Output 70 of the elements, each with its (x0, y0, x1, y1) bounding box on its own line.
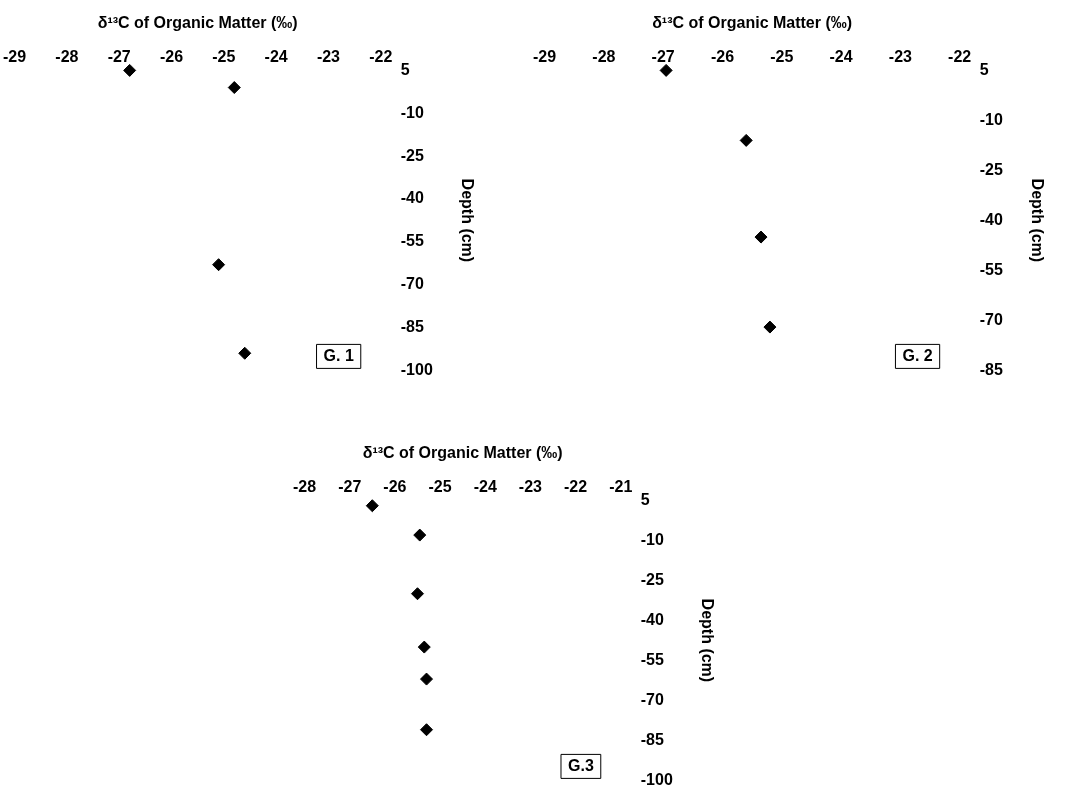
x-tick-label: -27 (651, 48, 675, 66)
y-axis-title: Depth (cm) (1028, 178, 1046, 263)
x-tick-label: -27 (107, 48, 131, 66)
x-tick-label: -26 (383, 478, 407, 496)
y-tick-label: -70 (400, 275, 424, 293)
y-tick-label: -25 (979, 160, 1003, 178)
x-axis-title: δ¹³C of Organic Matter (‰) (97, 14, 298, 32)
x-tick-label: -27 (338, 478, 362, 496)
point (212, 258, 226, 272)
y-tick-label: -10 (979, 110, 1003, 128)
point (123, 63, 137, 77)
x-tick-label: -28 (55, 48, 79, 66)
x-tick-label: -23 (518, 478, 543, 496)
point (763, 320, 777, 334)
point (238, 346, 252, 360)
y-tick-label: 5 (640, 490, 650, 508)
y-tick-label: -40 (640, 610, 664, 628)
y-axis-title: Depth (cm) (458, 178, 476, 263)
y-tick-label: -40 (979, 210, 1003, 228)
x-tick-label: -25 (428, 478, 452, 496)
x-tick-label: -25 (770, 48, 794, 66)
point (365, 499, 379, 513)
x-tick-label: -28 (293, 478, 317, 496)
x-tick-label: -22 (369, 48, 393, 66)
y-tick-label: -85 (640, 730, 664, 748)
y-tick-label: -55 (640, 650, 664, 668)
point (420, 672, 434, 686)
x-tick-label: -29 (3, 48, 27, 66)
y-tick-label: -25 (640, 570, 664, 588)
y-tick-label: -70 (640, 690, 664, 708)
y-tick-label: -55 (400, 232, 424, 250)
y-tick-label: 5 (400, 60, 410, 78)
y-tick-label: -100 (640, 770, 673, 788)
point (417, 640, 431, 654)
y-tick-label: -10 (640, 530, 664, 548)
y-tick-label: -10 (400, 103, 424, 121)
x-axis-title: δ¹³C of Organic Matter (‰) (652, 14, 853, 32)
point (754, 230, 768, 244)
annotation: G. 2 (902, 346, 933, 364)
point (420, 723, 434, 737)
annotation: G. 1 (323, 346, 354, 364)
x-axis-title: δ¹³C of Organic Matter (‰) (362, 444, 563, 462)
y-axis-title: Depth (cm) (698, 598, 716, 683)
x-tick-label: -28 (592, 48, 616, 66)
point (659, 63, 673, 77)
y-tick-label: -40 (400, 189, 424, 207)
x-tick-label: -24 (473, 478, 497, 496)
x-tick-label: -23 (888, 48, 913, 66)
x-tick-label: -22 (564, 478, 588, 496)
x-tick-label: -25 (212, 48, 236, 66)
point (411, 587, 424, 601)
point (227, 81, 241, 95)
y-tick-label: -85 (979, 360, 1003, 378)
point (413, 528, 427, 542)
x-tick-label: -22 (948, 48, 972, 66)
annotation: G.3 (567, 756, 594, 774)
x-tick-label: -24 (829, 48, 853, 66)
x-tick-label: -23 (316, 48, 341, 66)
y-tick-label: -25 (400, 146, 424, 164)
y-tick-label: -100 (400, 360, 433, 378)
x-tick-label: -24 (264, 48, 288, 66)
y-tick-label: 5 (979, 60, 989, 78)
x-tick-label: -26 (159, 48, 184, 66)
x-tick-label: -29 (533, 48, 557, 66)
y-tick-label: -85 (400, 317, 424, 335)
x-tick-label: -26 (710, 48, 735, 66)
y-tick-label: -70 (979, 310, 1003, 328)
x-tick-label: -21 (609, 478, 633, 496)
point (739, 133, 753, 147)
y-tick-label: -55 (979, 260, 1003, 278)
